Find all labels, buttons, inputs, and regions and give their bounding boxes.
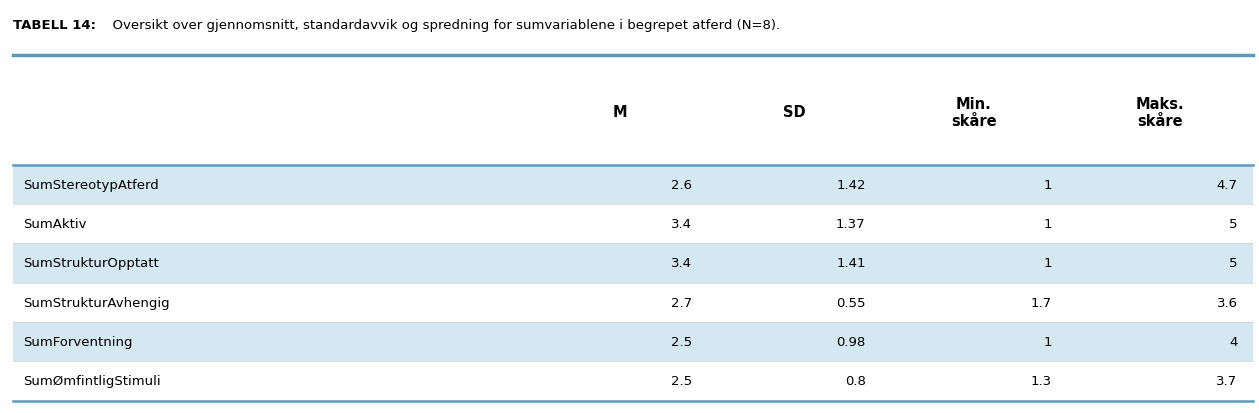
Text: SumStrukturOpptatt: SumStrukturOpptatt	[23, 257, 159, 270]
Text: Min.
skåre: Min. skåre	[951, 96, 996, 129]
Text: 0.98: 0.98	[836, 335, 866, 348]
Text: SumStrukturAvhengig: SumStrukturAvhengig	[23, 296, 169, 309]
Text: 5: 5	[1229, 257, 1238, 270]
Text: 1.3: 1.3	[1030, 375, 1051, 387]
Text: 1.7: 1.7	[1030, 296, 1051, 309]
Text: TABELL 14:: TABELL 14:	[13, 19, 96, 31]
Bar	[13, 244, 1253, 283]
Text: 1: 1	[1042, 335, 1051, 348]
Text: 5: 5	[1229, 218, 1238, 230]
Text: 1.41: 1.41	[836, 257, 866, 270]
Text: 3.4: 3.4	[671, 257, 692, 270]
Text: 1: 1	[1042, 257, 1051, 270]
Bar	[13, 322, 1253, 361]
Text: 4.7: 4.7	[1216, 178, 1238, 191]
Text: 2.6: 2.6	[671, 178, 692, 191]
Text: 1: 1	[1042, 218, 1051, 230]
Text: 0.8: 0.8	[845, 375, 866, 387]
Text: 3.7: 3.7	[1216, 375, 1238, 387]
Text: SumStereotypAtferd: SumStereotypAtferd	[23, 178, 159, 191]
Text: SumForventning: SumForventning	[23, 335, 132, 348]
Text: M: M	[613, 105, 627, 120]
Text: 4: 4	[1229, 335, 1238, 348]
Text: 2.5: 2.5	[671, 375, 692, 387]
Text: Oversikt over gjennomsnitt, standardavvik og spredning for sumvariablene i begre: Oversikt over gjennomsnitt, standardavvi…	[104, 19, 781, 31]
Text: 1.37: 1.37	[836, 218, 866, 230]
Text: SumØmfintligStimuli: SumØmfintligStimuli	[23, 375, 160, 387]
Text: 2.7: 2.7	[671, 296, 692, 309]
Text: 3.4: 3.4	[671, 218, 692, 230]
Text: 3.6: 3.6	[1216, 296, 1238, 309]
Bar	[13, 165, 1253, 204]
Text: 2.5: 2.5	[671, 335, 692, 348]
Text: SD: SD	[783, 105, 806, 120]
Text: 0.55: 0.55	[836, 296, 866, 309]
Text: 1.42: 1.42	[836, 178, 866, 191]
Text: SumAktiv: SumAktiv	[23, 218, 86, 230]
Text: Maks.
skåre: Maks. skåre	[1136, 96, 1183, 129]
Text: 1: 1	[1042, 178, 1051, 191]
